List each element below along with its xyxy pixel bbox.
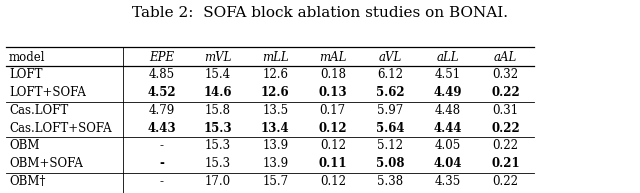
Text: 15.4: 15.4 (205, 68, 230, 81)
Text: 4.79: 4.79 (148, 104, 175, 117)
Text: 4.48: 4.48 (435, 104, 461, 117)
Text: 0.12: 0.12 (320, 139, 346, 152)
Text: 13.4: 13.4 (261, 122, 289, 135)
Text: 0.12: 0.12 (320, 175, 346, 188)
Text: 14.6: 14.6 (204, 86, 232, 99)
Text: 12.6: 12.6 (261, 86, 289, 99)
Text: aVL: aVL (379, 51, 402, 64)
Text: 15.7: 15.7 (262, 175, 288, 188)
Text: 0.12: 0.12 (319, 122, 347, 135)
Text: 4.51: 4.51 (435, 68, 461, 81)
Text: 5.97: 5.97 (377, 104, 404, 117)
Text: 4.43: 4.43 (147, 122, 176, 135)
Text: 0.22: 0.22 (493, 175, 518, 188)
Text: mLL: mLL (262, 51, 289, 64)
Text: OBM+SOFA: OBM+SOFA (9, 157, 83, 170)
Text: 0.13: 0.13 (319, 86, 347, 99)
Text: 6.12: 6.12 (378, 68, 403, 81)
Text: 15.3: 15.3 (205, 157, 230, 170)
Text: 5.38: 5.38 (378, 175, 403, 188)
Text: -: - (159, 175, 164, 188)
Text: 4.05: 4.05 (435, 139, 461, 152)
Text: 0.22: 0.22 (493, 139, 518, 152)
Text: aAL: aAL (494, 51, 517, 64)
Text: OBM†: OBM† (9, 175, 45, 188)
Text: 4.85: 4.85 (148, 68, 175, 81)
Text: Cas.LOFT+SOFA: Cas.LOFT+SOFA (9, 122, 111, 135)
Text: -: - (159, 157, 164, 170)
Text: LOFT+SOFA: LOFT+SOFA (9, 86, 86, 99)
Text: 4.04: 4.04 (434, 157, 462, 170)
Text: 0.32: 0.32 (493, 68, 518, 81)
Text: 12.6: 12.6 (262, 68, 288, 81)
Text: Cas.LOFT: Cas.LOFT (9, 104, 68, 117)
Text: 4.49: 4.49 (434, 86, 462, 99)
Text: 0.31: 0.31 (493, 104, 518, 117)
Text: 4.44: 4.44 (434, 122, 462, 135)
Text: 15.3: 15.3 (205, 139, 230, 152)
Text: aLL: aLL (436, 51, 460, 64)
Text: 0.21: 0.21 (492, 157, 520, 170)
Text: 0.22: 0.22 (492, 122, 520, 135)
Text: mVL: mVL (204, 51, 231, 64)
Text: 13.9: 13.9 (262, 139, 288, 152)
Text: 0.11: 0.11 (319, 157, 347, 170)
Text: 17.0: 17.0 (205, 175, 230, 188)
Text: model: model (9, 51, 45, 64)
Text: LOFT: LOFT (9, 68, 42, 81)
Text: 5.08: 5.08 (376, 157, 404, 170)
Text: OBM: OBM (9, 139, 40, 152)
Text: 5.62: 5.62 (376, 86, 404, 99)
Text: 4.52: 4.52 (147, 86, 176, 99)
Text: 5.12: 5.12 (378, 139, 403, 152)
Text: Table 2:  SOFA block ablation studies on BONAI.: Table 2: SOFA block ablation studies on … (132, 6, 508, 20)
Text: 15.8: 15.8 (205, 104, 230, 117)
Text: 15.3: 15.3 (204, 122, 232, 135)
Text: 0.18: 0.18 (320, 68, 346, 81)
Text: 4.35: 4.35 (435, 175, 461, 188)
Text: 13.9: 13.9 (262, 157, 288, 170)
Text: 0.17: 0.17 (320, 104, 346, 117)
Text: mAL: mAL (319, 51, 346, 64)
Text: EPE: EPE (149, 51, 174, 64)
Text: 0.22: 0.22 (492, 86, 520, 99)
Text: 13.5: 13.5 (262, 104, 288, 117)
Text: 5.64: 5.64 (376, 122, 404, 135)
Text: -: - (159, 139, 164, 152)
